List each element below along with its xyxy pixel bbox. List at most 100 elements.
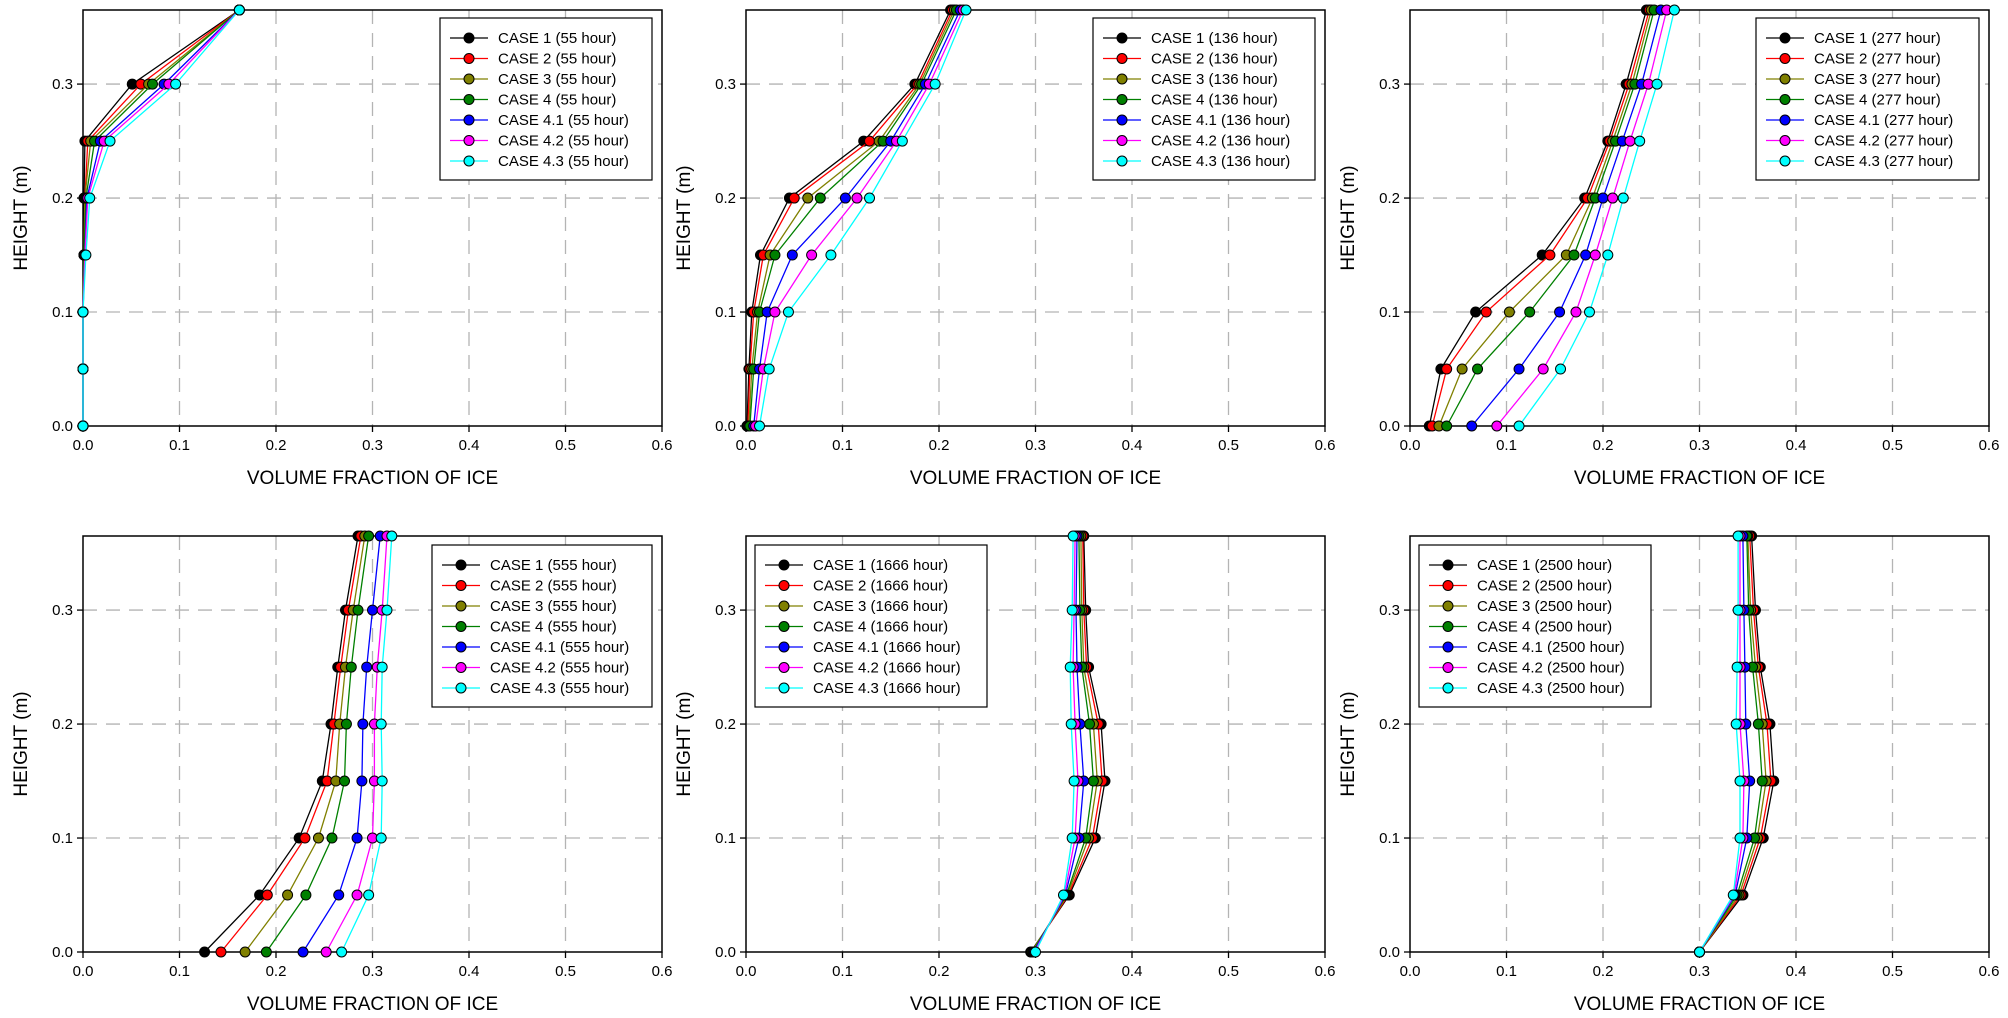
data-point: [1466, 420, 1478, 432]
series-line-2: [747, 9, 954, 427]
legend-entry-3: CASE 3 (136 hour): [1151, 71, 1278, 88]
data-point: [1732, 604, 1744, 616]
y-tick-label: 0.0: [52, 944, 73, 961]
x-axis-label: VOLUME FRACTION OF ICE: [1574, 468, 1825, 489]
legend-marker: [1116, 73, 1128, 85]
legend-marker: [1442, 600, 1454, 612]
data-point: [788, 192, 800, 204]
data-point: [1624, 135, 1636, 147]
legend-entry-1: CASE 1 (2500 hour): [1477, 557, 1612, 574]
series-line-3: [1438, 9, 1652, 427]
data-point: [839, 192, 851, 204]
data-point: [1544, 249, 1556, 261]
y-tick-label: 0.3: [52, 602, 73, 619]
legend-marker: [1779, 32, 1791, 44]
legend-marker: [1442, 662, 1454, 673]
y-tick-label: 0.3: [1379, 76, 1400, 93]
series-line-7: [1518, 9, 1676, 427]
y-tick-label: 0.3: [715, 76, 736, 93]
legend-marker: [463, 114, 475, 126]
x-axis-label: VOLUME FRACTION OF ICE: [910, 468, 1161, 489]
chart-panel-1: 0.0 0.1 0.2 0.3 0.4 0.5 0.6 0.0 0.1 0.2 0.3 VOLUME …: [11, 4, 673, 489]
data-point: [312, 832, 324, 844]
legend-marker: [455, 621, 467, 632]
data-point: [1068, 775, 1080, 787]
data-point: [1734, 775, 1746, 787]
series-line-5: [1033, 535, 1085, 953]
x-tick-label: 0.6: [652, 437, 673, 454]
legend-entry-3: CASE 3 (2500 hour): [1477, 598, 1612, 615]
y-tick-label: 0.2: [715, 190, 736, 207]
data-point: [1607, 192, 1619, 204]
data-point: [1441, 420, 1453, 432]
legend-marker: [455, 641, 467, 653]
legend-entry-3: CASE 3 (1666 hour): [813, 598, 948, 615]
data-point: [199, 946, 211, 958]
x-tick-label: 0.1: [832, 963, 853, 980]
data-point: [1513, 363, 1525, 375]
data-point: [1480, 306, 1492, 318]
series-line-1: [204, 535, 359, 953]
legend-entry-6: CASE 4.2 (277 hour): [1814, 133, 1953, 150]
data-point: [1470, 306, 1482, 318]
series-line-7: [758, 9, 967, 427]
data-point: [1057, 889, 1069, 901]
x-tick-label: 0.4: [459, 437, 480, 454]
data-point: [376, 775, 388, 787]
x-tick-label: 0.3: [1689, 437, 1710, 454]
data-point: [769, 306, 781, 318]
data-point: [786, 249, 798, 261]
series-line-6: [82, 9, 240, 426]
data-point: [77, 306, 89, 318]
legend-marker: [463, 135, 475, 146]
legend-marker: [1442, 621, 1454, 632]
y-axis-label: HEIGHT (m): [1338, 165, 1359, 270]
data-point: [1491, 420, 1503, 432]
legend-entry-3: CASE 3 (555 hour): [490, 598, 617, 615]
legend-entry-2: CASE 2 (1666 hour): [813, 578, 948, 595]
legend-entry-5: CASE 4.1 (555 hour): [490, 639, 629, 656]
series-line-6: [754, 9, 964, 427]
y-tick-label: 0.3: [715, 602, 736, 619]
series-line-4: [82, 9, 240, 426]
series-line-4: [1446, 9, 1655, 427]
data-point: [340, 718, 352, 730]
legend-entry-2: CASE 2 (555 hour): [490, 578, 617, 595]
legend: CASE 1 (55 hour) CASE 2 (55 hour) CASE 3 (…: [439, 17, 653, 181]
legend-marker: [1116, 114, 1128, 126]
data-point: [381, 604, 393, 616]
data-point: [1554, 306, 1566, 318]
y-axis-label: HEIGHT (m): [674, 691, 695, 796]
chart-panel-6: 0.0 0.1 0.2 0.3 0.4 0.5 0.6 0.0 0.1 0.2 0.3 VOLUME …: [1338, 530, 1999, 1015]
data-point: [1084, 718, 1096, 730]
series-line-2: [1698, 535, 1772, 953]
legend-entry-6: CASE 4.2 (1666 hour): [813, 660, 961, 677]
legend-entry-2: CASE 2 (277 hour): [1814, 51, 1941, 68]
data-point: [1668, 4, 1680, 16]
data-point: [1064, 661, 1076, 673]
y-tick-label: 0.1: [715, 304, 736, 321]
x-tick-label: 0.4: [1786, 437, 1807, 454]
series-line-5: [302, 535, 381, 953]
data-point: [1441, 363, 1453, 375]
data-point: [233, 4, 245, 16]
y-tick-label: 0.2: [52, 716, 73, 733]
data-point: [1513, 420, 1525, 432]
data-point: [376, 661, 388, 673]
legend-marker: [1779, 155, 1791, 167]
legend-marker: [778, 580, 790, 591]
legend-marker: [778, 682, 790, 694]
y-tick-label: 0.1: [1379, 304, 1400, 321]
legend-marker: [1779, 135, 1791, 146]
series-line-4: [1698, 535, 1763, 953]
y-tick-label: 0.1: [52, 304, 73, 321]
x-tick-label: 0.2: [1593, 437, 1614, 454]
legend: CASE 1 (136 hour) CASE 2 (136 hour) CASE 3…: [1092, 17, 1316, 181]
legend-marker: [463, 53, 475, 64]
data-point: [1503, 306, 1515, 318]
x-tick-label: 0.1: [169, 963, 190, 980]
x-tick-label: 0.0: [1400, 437, 1421, 454]
legend-marker: [778, 662, 790, 673]
x-tick-label: 0.1: [1496, 437, 1517, 454]
